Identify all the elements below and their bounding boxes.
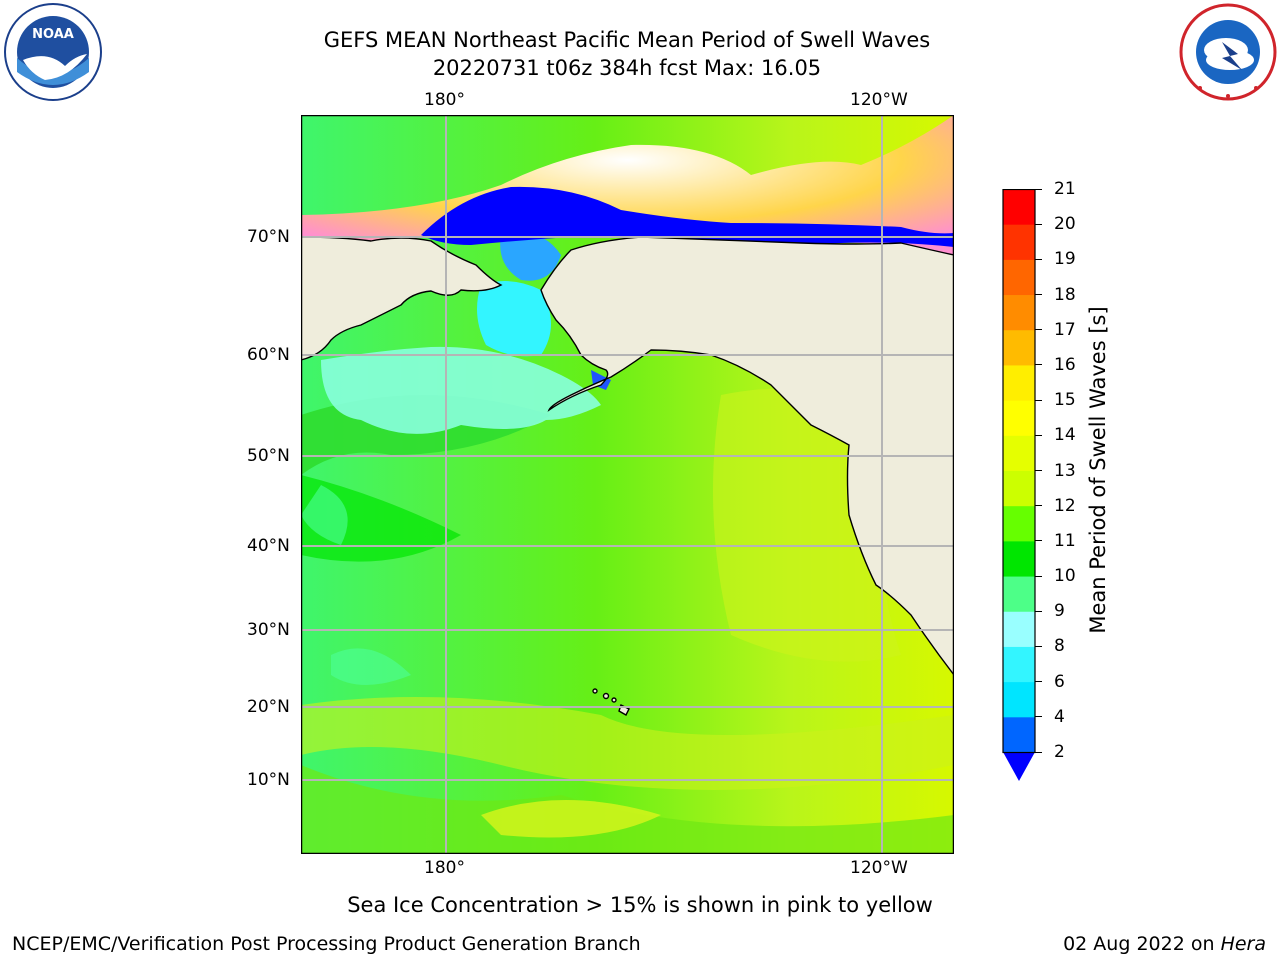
colorbar-segment bbox=[1003, 329, 1035, 366]
colorbar-segment bbox=[1003, 716, 1035, 753]
colorbar-segment bbox=[1003, 505, 1035, 542]
land bbox=[301, 236, 954, 677]
lat-label-40n: 40°N bbox=[247, 536, 290, 556]
colorbar-segment bbox=[1003, 646, 1035, 683]
chart-subtitle: 20220731 t06z 384h fcst Max: 16.05 bbox=[432, 56, 822, 80]
lat-label-70n: 70°N bbox=[247, 227, 290, 247]
colorbar-segment bbox=[1003, 400, 1035, 436]
colorbar-segment bbox=[1003, 435, 1035, 471]
colorbar-tick-label: 13 bbox=[1054, 460, 1076, 481]
colorbar bbox=[1002, 189, 1036, 781]
colorbar-segment bbox=[1003, 294, 1035, 331]
colorbar-tick-mark bbox=[1035, 223, 1042, 225]
colorbar-segment bbox=[1003, 576, 1035, 612]
lat-label-50n: 50°N bbox=[247, 446, 290, 466]
colorbar-tick-label: 9 bbox=[1054, 601, 1065, 622]
low-period-region bbox=[321, 346, 601, 434]
colorbar-segment bbox=[1003, 189, 1035, 225]
colorbar-tick-label: 19 bbox=[1054, 249, 1076, 270]
lon-label-top-180: 180° bbox=[424, 90, 465, 110]
footer-machine: Hera bbox=[1220, 933, 1266, 955]
map-plot bbox=[301, 115, 954, 854]
lat-label-30n: 30°N bbox=[247, 620, 290, 640]
bering-strait-region bbox=[477, 281, 551, 357]
lon-label-top-120w: 120°W bbox=[850, 90, 908, 110]
colorbar-tick-mark bbox=[1035, 751, 1042, 753]
colorbar-extend-arrow bbox=[1003, 752, 1035, 781]
colorbar-segment bbox=[1003, 364, 1035, 401]
colorbar-segment bbox=[1003, 540, 1035, 577]
colorbar-tick-label: 12 bbox=[1054, 495, 1076, 516]
colorbar-tick-mark bbox=[1035, 364, 1042, 366]
map-frame bbox=[301, 115, 954, 854]
colorbar-segment bbox=[1003, 681, 1035, 718]
nws-logo-icon bbox=[1179, 3, 1277, 101]
colorbar-segment bbox=[1003, 259, 1035, 296]
colorbar-tick-label: 11 bbox=[1054, 530, 1076, 551]
colorbar-segment bbox=[1003, 224, 1035, 260]
colorbar-tick-label: 18 bbox=[1054, 284, 1076, 305]
lon-label-bottom-120w: 120°W bbox=[850, 858, 908, 878]
colorbar-segment bbox=[1003, 470, 1035, 507]
colorbar-tick-mark bbox=[1035, 258, 1042, 260]
colorbar-segment bbox=[1003, 611, 1035, 647]
colorbar-tick-mark bbox=[1035, 294, 1042, 296]
noaa-logo-icon: NOAA bbox=[4, 3, 102, 101]
colorbar-tick-label: 20 bbox=[1054, 214, 1076, 235]
colorbar-tick-mark bbox=[1035, 188, 1042, 190]
colorbar-tick-mark bbox=[1035, 505, 1042, 507]
colorbar-tick-mark bbox=[1035, 575, 1042, 577]
colorbar-segments bbox=[1003, 189, 1035, 753]
gridlines bbox=[301, 115, 954, 854]
map-caption: Sea Ice Concentration > 15% is shown in … bbox=[347, 893, 933, 917]
lat-label-60n: 60°N bbox=[247, 345, 290, 365]
colorbar-tick-mark bbox=[1035, 470, 1042, 471]
chart-title: GEFS MEAN Northeast Pacific Mean Period … bbox=[323, 28, 931, 52]
colorbar-tick-label: 6 bbox=[1054, 671, 1065, 692]
colorbar-tick-mark bbox=[1035, 329, 1042, 331]
open-water-arctic bbox=[421, 186, 954, 247]
colorbar-tick-mark bbox=[1035, 610, 1042, 612]
colorbar-tick-label: 15 bbox=[1054, 390, 1076, 411]
colorbar-tick-mark bbox=[1035, 399, 1042, 401]
colorbar-tick-label: 8 bbox=[1054, 636, 1065, 657]
lat-label-10n: 10°N bbox=[247, 770, 290, 790]
colorbar-tick-mark bbox=[1035, 540, 1042, 542]
colorbar-tick-label: 14 bbox=[1054, 425, 1076, 446]
colorbar-tick-label: 10 bbox=[1054, 566, 1076, 587]
lat-label-20n: 20°N bbox=[247, 697, 290, 717]
colorbar-tick-mark bbox=[1035, 716, 1042, 718]
colorbar-tick-label: 4 bbox=[1054, 706, 1065, 727]
colorbar-tick-mark bbox=[1035, 434, 1042, 436]
footer-date: 02 Aug 2022 on bbox=[1063, 933, 1221, 955]
colorbar-tick-label: 21 bbox=[1054, 179, 1076, 199]
colorbar-tick-label: 17 bbox=[1054, 319, 1076, 340]
colorbar-tick-label: 16 bbox=[1054, 354, 1076, 375]
footer-right: 02 Aug 2022 on Hera bbox=[1063, 933, 1266, 955]
colorbar-label: Mean Period of Swell Waves [s] bbox=[1086, 306, 1110, 634]
noaa-logo-text: NOAA bbox=[32, 27, 74, 42]
colorbar-tick-mark bbox=[1035, 681, 1042, 683]
footer-left: NCEP/EMC/Verification Post Processing Pr… bbox=[12, 933, 641, 955]
colorbar-tick-mark bbox=[1035, 645, 1042, 647]
colorbar-tick-label: 2 bbox=[1054, 742, 1065, 762]
lon-label-bottom-180: 180° bbox=[424, 858, 465, 878]
